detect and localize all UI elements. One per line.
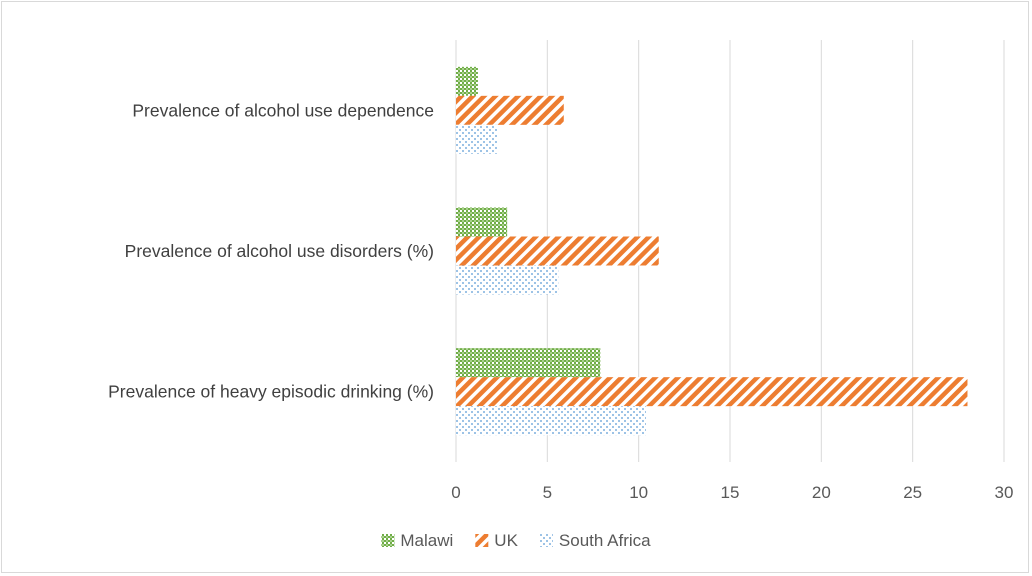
- legend-label: South Africa: [559, 531, 651, 550]
- x-tick-label: 0: [451, 483, 460, 502]
- legend-item: UK: [475, 531, 519, 550]
- axis-labels: 0 5 10 15 20 25 30 Prevalence of alcohol use de…: [108, 100, 1013, 502]
- x-tick-label: 15: [721, 483, 740, 502]
- category-label: Prevalence of alcohol use dependence: [132, 100, 434, 120]
- bar-uk: [456, 377, 968, 407]
- legend-swatch: [539, 534, 553, 547]
- legend-label: UK: [494, 531, 518, 550]
- bar-malawi: [456, 66, 478, 96]
- x-tick-label: 25: [903, 483, 922, 502]
- bar-malawi: [456, 348, 601, 378]
- bar-south-africa: [456, 406, 646, 436]
- bar-uk: [456, 236, 659, 266]
- bar-south-africa: [456, 124, 499, 154]
- legend-label: Malawi: [400, 531, 453, 550]
- legend-swatch: [475, 534, 489, 547]
- bar-malawi: [456, 207, 508, 237]
- x-tick-label: 30: [995, 483, 1014, 502]
- legend-swatch: [381, 534, 395, 547]
- legend-item: South Africa: [539, 531, 651, 550]
- category-label: Prevalence of alcohol use disorders (%): [125, 241, 434, 261]
- bar-south-africa: [456, 265, 559, 295]
- x-tick-label: 20: [812, 483, 831, 502]
- x-tick-label: 10: [629, 483, 648, 502]
- bar-uk: [456, 95, 564, 125]
- legend: Malawi UK South Africa: [381, 531, 651, 550]
- x-tick-label: 5: [543, 483, 552, 502]
- category-label: Prevalence of heavy episodic drinking (%…: [108, 382, 434, 402]
- legend-item: Malawi: [381, 531, 453, 550]
- bars: [456, 66, 968, 436]
